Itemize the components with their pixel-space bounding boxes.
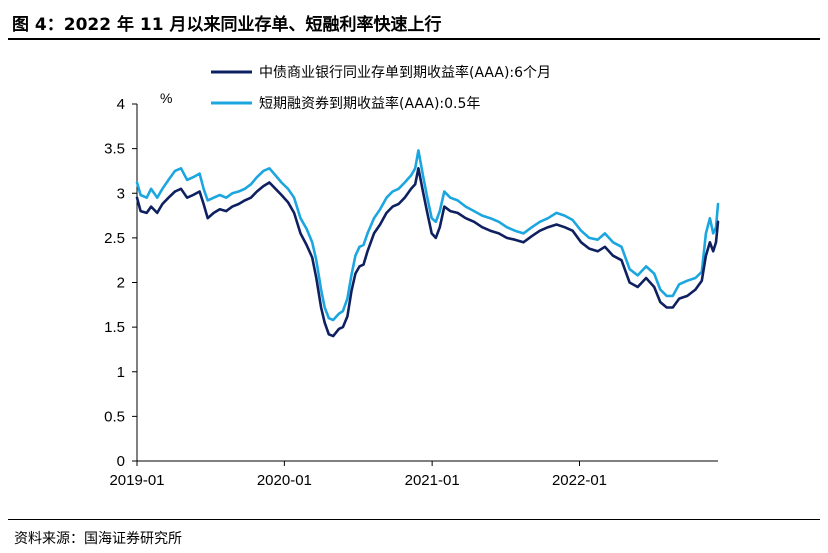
y-tick-label: 3.5: [104, 141, 125, 158]
y-tick-label: 0.5: [104, 408, 125, 425]
legend-label-2: 短期融资券到期收益率(AAA):0.5年: [259, 95, 480, 112]
x-tick-label: 2020-01: [257, 472, 312, 489]
axes: 0 0.5 1 1.5 2 2.5 3 3.5 4 % 2019-01 2020-01 2021-01 2…: [104, 90, 718, 489]
y-unit-label: %: [160, 90, 172, 106]
x-tick-label: 2022-01: [552, 472, 607, 489]
legend: 中债商业银行同业存单到期收益率(AAA):6个月短期融资券到期收益率(AAA):…: [211, 64, 551, 112]
y-tick-label: 1: [117, 364, 125, 381]
chart-title: 图 4：2022 年 11 月以来同业存单、短融利率快速上行: [12, 15, 442, 35]
y-tick-label: 0: [117, 453, 125, 470]
y-tick-label: 3: [117, 185, 125, 202]
title-bar: 图 4：2022 年 11 月以来同业存单、短融利率快速上行: [8, 6, 820, 40]
series-layer: [135, 149, 720, 338]
y-tick-label: 4: [117, 96, 125, 113]
series-line-1: [135, 167, 720, 338]
series-line-2: [135, 149, 720, 322]
legend-label-1: 中债商业银行同业存单到期收益率(AAA):6个月: [259, 64, 551, 81]
y-tick-label: 2.5: [104, 230, 125, 247]
source-note: 资料来源：国海证券研究所: [14, 531, 182, 547]
footer-rule: [8, 519, 820, 520]
x-tick-label: 2019-01: [109, 472, 164, 489]
y-tick-label: 1.5: [104, 319, 125, 336]
y-tick-label: 2: [117, 275, 125, 292]
x-tick-label: 2021-01: [405, 472, 460, 489]
